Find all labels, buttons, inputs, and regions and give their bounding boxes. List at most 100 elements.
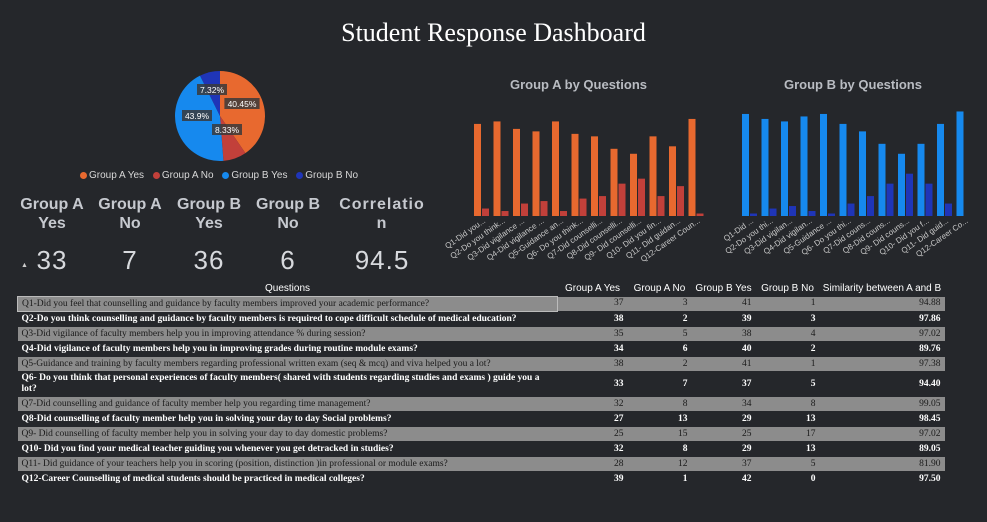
kpi-label: Group A Yes bbox=[20, 196, 84, 232]
bar-yes[interactable] bbox=[649, 136, 657, 216]
value-cell: 1 bbox=[627, 471, 692, 487]
bar-no[interactable] bbox=[501, 211, 509, 216]
bar-no[interactable] bbox=[828, 213, 835, 216]
bar-yes[interactable] bbox=[571, 133, 579, 216]
bar-yes[interactable] bbox=[591, 136, 598, 216]
question-cell: Q4-Did vigilance of faculty members help… bbox=[17, 341, 558, 357]
value-cell: 3 bbox=[627, 296, 692, 312]
bar-yes[interactable] bbox=[839, 123, 847, 216]
value-cell: 1 bbox=[755, 356, 820, 372]
value-cell: 13 bbox=[755, 441, 820, 457]
table-header-row: Questions Group A Yes Group A No Group B… bbox=[18, 280, 945, 297]
bar-yes[interactable] bbox=[800, 116, 808, 216]
table-row[interactable]: Q1-Did you feel that counselling and gui… bbox=[17, 296, 945, 312]
question-cell: Q7-Did counselling and guidance of facul… bbox=[17, 396, 558, 412]
value-cell: 12 bbox=[627, 456, 692, 472]
bar-no[interactable] bbox=[769, 208, 777, 216]
table-row[interactable]: Q7-Did counselling and guidance of facul… bbox=[17, 396, 945, 412]
bar-no[interactable] bbox=[599, 196, 606, 216]
bar-yes[interactable] bbox=[610, 148, 618, 216]
bar-yes[interactable] bbox=[742, 113, 749, 216]
value-cell: 38 bbox=[557, 356, 628, 372]
bar-yes[interactable] bbox=[669, 146, 676, 216]
pie-chart[interactable]: 40.45% 8.33% 43.9% 7.32% bbox=[170, 66, 270, 166]
group-a-bar-chart[interactable]: Q1-Did you...Q2-Do you think...Q3-Did vi… bbox=[430, 96, 705, 266]
legend-item-b-no[interactable]: Group B No bbox=[296, 170, 358, 181]
legend-item-a-yes[interactable]: Group A Yes bbox=[80, 170, 144, 181]
bar-yes[interactable] bbox=[859, 131, 866, 216]
bar-no[interactable] bbox=[657, 196, 665, 216]
bar-yes[interactable] bbox=[761, 118, 769, 216]
bar-no[interactable] bbox=[945, 203, 952, 216]
bar-no[interactable] bbox=[560, 211, 567, 216]
bar-yes[interactable] bbox=[878, 143, 886, 216]
table-row[interactable]: Q6- Do you think that personal experienc… bbox=[17, 371, 945, 397]
legend-dot-icon bbox=[152, 171, 160, 179]
table-row[interactable]: Q2-Do you think counselling and guidance… bbox=[17, 311, 945, 327]
bar-yes[interactable] bbox=[917, 143, 925, 216]
kpi-group-b-no: Group B No 6 bbox=[251, 195, 325, 275]
question-cell: Q1-Did you feel that counselling and gui… bbox=[17, 296, 558, 312]
value-cell: 6 bbox=[627, 341, 692, 357]
col-header-group-a-yes[interactable]: Group A Yes bbox=[564, 282, 621, 294]
bar-no[interactable] bbox=[789, 206, 796, 216]
bar-yes[interactable] bbox=[956, 111, 964, 216]
bar-yes[interactable] bbox=[781, 121, 788, 216]
table-row[interactable]: Q11- Did guidance of your teachers help … bbox=[17, 456, 945, 472]
bar-no[interactable] bbox=[618, 183, 626, 216]
value-cell: 27 bbox=[557, 411, 628, 427]
bar-no[interactable] bbox=[925, 183, 933, 216]
value-cell: 5 bbox=[755, 371, 820, 397]
pie-slice[interactable] bbox=[220, 71, 265, 154]
bar-no[interactable] bbox=[886, 183, 894, 216]
pie-label-bg bbox=[182, 110, 212, 121]
bar-yes[interactable] bbox=[474, 123, 481, 216]
question-cell: Q10- Did you find your medical teacher g… bbox=[17, 441, 558, 457]
bar-no[interactable] bbox=[677, 186, 684, 216]
legend-item-b-yes[interactable]: Group B Yes bbox=[222, 170, 287, 181]
bar-yes[interactable] bbox=[937, 123, 944, 216]
bar-yes[interactable] bbox=[820, 113, 827, 216]
bar-no[interactable] bbox=[579, 198, 587, 216]
table-row[interactable]: Q8-Did counselling of faculty member hel… bbox=[17, 411, 945, 427]
sort-triangle-icon[interactable]: ▲ bbox=[21, 262, 28, 269]
value-cell: 89.05 bbox=[819, 441, 945, 457]
bar-no[interactable] bbox=[638, 178, 645, 216]
bar-yes[interactable] bbox=[898, 153, 905, 216]
questions-table: ▲ Questions Group A Yes Group A No Group… bbox=[17, 262, 945, 487]
col-header-similarity[interactable]: Similarity between A and B bbox=[822, 282, 942, 294]
table-row[interactable]: Q10- Did you find your medical teacher g… bbox=[17, 441, 945, 457]
legend-item-a-no[interactable]: Group A No bbox=[152, 170, 214, 181]
table-row[interactable]: Q3-Did vigilance of faculty members help… bbox=[17, 326, 945, 342]
bar-yes[interactable] bbox=[532, 131, 540, 216]
value-cell: 5 bbox=[755, 456, 820, 472]
col-header-group-b-no[interactable]: Group B No bbox=[761, 282, 814, 294]
bar-yes[interactable] bbox=[493, 121, 501, 216]
table-row[interactable]: Q4-Did vigilance of faculty members help… bbox=[17, 341, 945, 357]
question-cell: Q2-Do you think counselling and guidance… bbox=[17, 311, 558, 327]
bar-no[interactable] bbox=[906, 173, 913, 216]
bar-no[interactable] bbox=[540, 201, 548, 216]
col-header-group-a-no[interactable]: Group A No bbox=[633, 282, 686, 294]
col-header-questions[interactable]: Questions bbox=[264, 282, 311, 294]
bar-yes[interactable] bbox=[630, 153, 637, 216]
bar-no[interactable] bbox=[482, 208, 489, 216]
bar-no[interactable] bbox=[867, 196, 874, 216]
dashboard-title: Student Response Dashboard bbox=[341, 18, 646, 47]
bar-yes[interactable] bbox=[513, 128, 520, 216]
bar-no[interactable] bbox=[808, 211, 816, 216]
table-row[interactable]: Q9- Did counselling of faculty member he… bbox=[17, 426, 945, 442]
group-b-bar-chart[interactable]: Q1-Did ...Q2-Do you thi...Q3-Did vigilan… bbox=[700, 96, 980, 266]
col-header-group-b-yes[interactable]: Group B Yes bbox=[695, 282, 752, 294]
bar-no[interactable] bbox=[847, 203, 855, 216]
bar-no[interactable] bbox=[696, 213, 704, 216]
question-cell: Q11- Did guidance of your teachers help … bbox=[17, 456, 558, 472]
value-cell: 37 bbox=[691, 456, 756, 472]
bar-no[interactable] bbox=[521, 203, 528, 216]
bar-yes[interactable] bbox=[688, 118, 696, 216]
bar-yes[interactable] bbox=[552, 121, 559, 216]
table-row[interactable]: Q5-Guidance and training by faculty memb… bbox=[17, 356, 945, 372]
bar-no[interactable] bbox=[750, 213, 757, 216]
table-row[interactable]: Q12-Career Counselling of medical studen… bbox=[17, 471, 945, 487]
value-cell: 3 bbox=[755, 311, 820, 327]
